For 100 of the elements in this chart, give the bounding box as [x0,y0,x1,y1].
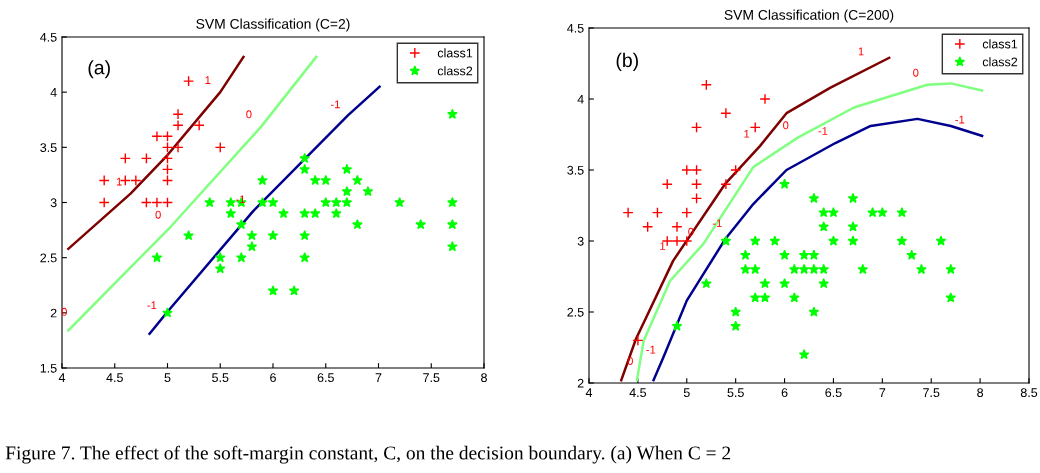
point [278,207,289,219]
point [759,278,771,289]
annotation: 1 [660,242,666,250]
point [320,174,332,186]
point [447,108,458,119]
point [818,221,829,232]
point [447,196,458,208]
point [257,174,268,186]
x-tick-label: 7 [879,388,886,397]
point [172,108,184,120]
point [661,178,673,190]
point [172,141,184,153]
x-tick-label: 8 [977,388,984,398]
point [183,75,195,87]
point [320,196,332,208]
point [447,219,458,230]
x-tick-label: 6.5 [317,373,334,383]
line-series [635,82,984,382]
point [779,178,790,189]
point [394,196,405,208]
y-tick-label: 4.5 [40,32,57,42]
annotation: -1 [712,219,722,228]
x-tick-label: 4 [585,388,593,397]
point [119,152,131,164]
x-tick-label: 8 [481,373,487,383]
point [945,292,957,303]
point [257,196,268,208]
point [98,174,110,186]
y-tick-label: 3.5 [40,143,57,152]
point [246,241,258,252]
annotation: -1 [818,127,828,135]
point [246,230,258,241]
annotation: -1 [955,115,965,124]
point [808,192,820,204]
point [151,196,163,209]
x-tick-label: 7.5 [923,388,940,398]
point [935,235,947,246]
point [352,174,363,186]
x-tick-label: 5 [683,388,690,398]
point [299,207,310,219]
y-tick-label: 3 [577,236,584,246]
point [299,163,310,175]
point [906,249,917,260]
point [161,174,174,186]
line-series [148,85,381,336]
point [681,164,693,176]
annotation: (a) [88,60,110,79]
x-tick-label: 4.5 [629,388,647,398]
point [172,119,184,131]
point [642,221,654,233]
point [808,249,820,260]
point [267,285,279,296]
point [309,207,321,219]
x-tick-label: 5 [164,373,171,383]
annotation: 1 [858,47,864,56]
point [847,221,859,232]
point [896,207,908,218]
point [225,207,237,219]
point [798,263,810,275]
point [161,130,174,142]
point [749,235,761,246]
point [749,263,761,275]
point [415,219,427,230]
point [341,196,353,208]
point [651,207,664,219]
x-tick-label: 6 [781,388,788,398]
line-series [67,55,245,251]
point [749,121,761,133]
point [193,119,205,131]
y-tick-label: 4.5 [567,23,584,33]
point [681,207,693,219]
point [214,141,226,153]
annotation: -1 [646,345,656,354]
point [740,263,751,275]
point [828,207,839,218]
point [690,178,703,190]
point [161,196,174,209]
point [867,207,878,218]
point [847,192,859,204]
point [161,163,174,175]
point [98,196,110,209]
point [818,263,829,275]
point [945,263,957,275]
x-tick-label: 6.5 [825,388,842,398]
x-tick-label: 8.5 [1020,388,1038,398]
annotation: (b) [616,52,638,71]
point [779,249,790,260]
point [916,263,927,275]
point [847,235,859,246]
annotation: -1 [236,195,245,204]
point [299,230,310,241]
point [720,107,732,119]
point [341,185,353,197]
point [161,141,174,153]
point [896,235,908,246]
point [140,152,152,164]
point [214,252,226,263]
point [798,349,810,360]
point [769,235,781,246]
point [701,278,712,289]
